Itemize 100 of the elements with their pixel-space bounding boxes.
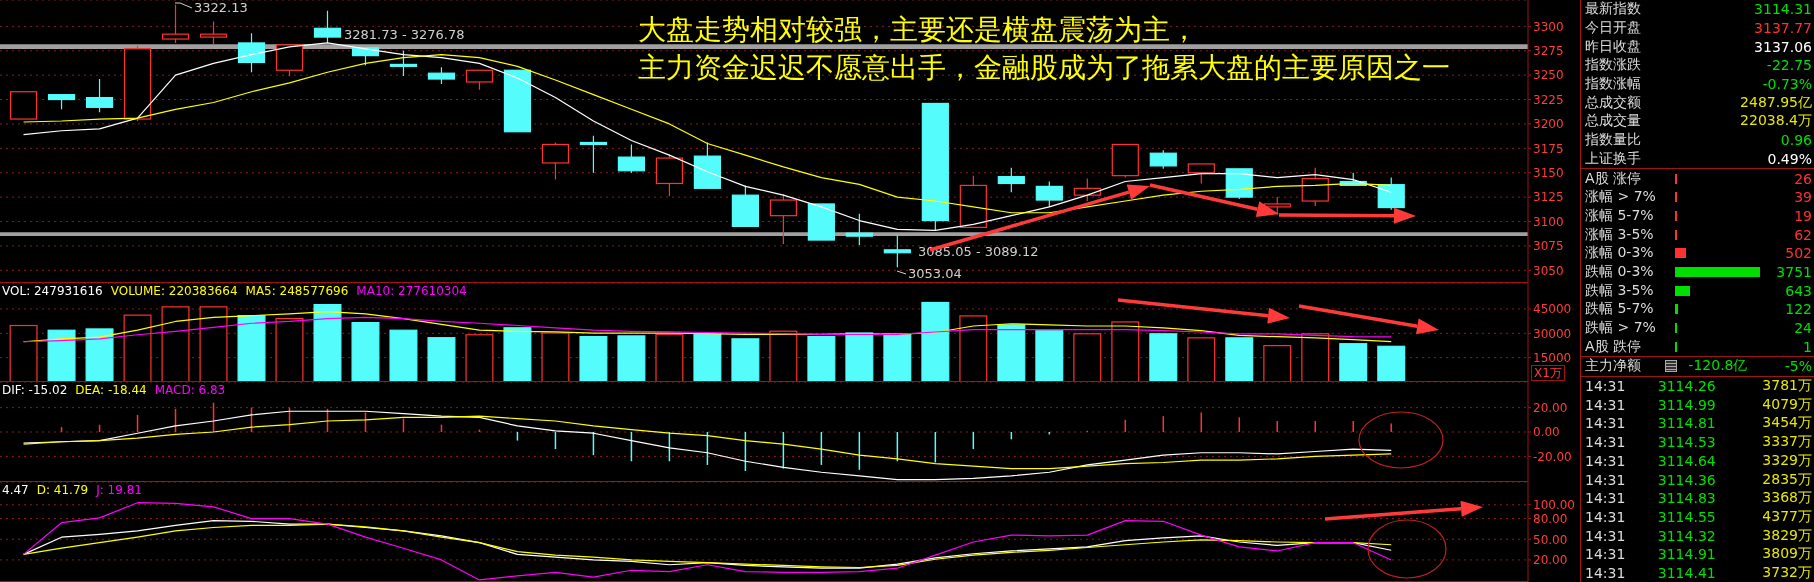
data-label: 3114.55: [1656, 508, 1717, 525]
data-label: 3732万: [1761, 563, 1812, 582]
category-label: 14:31: [1585, 546, 1627, 563]
category-label: 最新指数: [1585, 0, 1642, 19]
bar: [1111, 321, 1140, 382]
data-label: 0.96: [1779, 132, 1812, 149]
bar: [465, 334, 494, 382]
chart-title: VOL: 247931616: [2, 284, 103, 298]
candlestick: [237, 32, 266, 73]
y-tick-label: A股 涨停: [1585, 169, 1643, 188]
y-tick-label: 3250: [1533, 68, 1564, 83]
candlestick: [85, 78, 114, 113]
data-label: 3751: [1775, 263, 1812, 280]
data-label: 643: [1784, 282, 1812, 299]
line-series: [22, 316, 1392, 343]
data-label: 3114.53: [1656, 434, 1717, 451]
annotation: 大盘走势相对较强，主要还是横盘震荡为主，: [638, 13, 1198, 46]
y-tick-label: 跌幅 0-3%: [1585, 262, 1655, 281]
text: DIF: -15.02: [2, 383, 68, 397]
data-label: 122: [1784, 301, 1812, 318]
candlestick: [1111, 143, 1139, 179]
category-label: 14:31: [1585, 452, 1627, 469]
bar: [769, 330, 798, 382]
bar: [959, 315, 988, 382]
data-label: 3114.91: [1656, 546, 1717, 563]
y-tick-label: 3175: [1533, 141, 1564, 156]
chart-subtitle: MACD: 6.83: [154, 383, 226, 397]
data-label: -22.75: [1765, 57, 1812, 74]
bar: [693, 333, 722, 382]
y-tick-label: 涨幅 0-3%: [1585, 244, 1655, 263]
bar: [1035, 330, 1064, 382]
bar: [161, 306, 190, 382]
category-label: 总成交额: [1585, 93, 1642, 112]
candlestick: [769, 193, 797, 245]
bar: [1263, 345, 1292, 382]
bar: [1187, 337, 1216, 382]
data-label: 39: [1793, 189, 1812, 206]
data-label: 3454万: [1761, 414, 1812, 433]
data-label: 62: [1793, 226, 1812, 243]
data-label: -0.73%: [1761, 76, 1812, 93]
category-label: 14:31: [1585, 527, 1627, 544]
data-label: 3781万: [1761, 377, 1812, 396]
bar: [541, 332, 570, 382]
y-tick-label: 30000: [1533, 326, 1572, 341]
bar: [1339, 343, 1368, 382]
data-label: 4079万: [1761, 395, 1812, 414]
data-label: 3368万: [1761, 489, 1812, 508]
bar: [1675, 248, 1687, 259]
y-tick-label: 0.00: [1533, 425, 1560, 440]
y-tick-label: 50.00: [1533, 532, 1568, 547]
data-label: 24: [1793, 320, 1812, 337]
bar: [579, 335, 608, 382]
bar: [389, 329, 418, 382]
data-label: 3114.81: [1656, 415, 1717, 432]
data-label: 3114.36: [1656, 471, 1717, 488]
annotation: 主力资金迟迟不愿意出手，金融股成为了拖累大盘的主要原因之一: [638, 51, 1450, 84]
bar: [503, 327, 532, 382]
data-label: 3114.31: [1753, 1, 1812, 18]
y-tick-label: 跌幅 > 7%: [1585, 319, 1657, 338]
bar: [617, 335, 646, 382]
category-label: 指数涨跌: [1585, 56, 1642, 75]
y-tick-label: 3200: [1533, 117, 1564, 132]
y-axis-title: X1万: [1531, 365, 1565, 381]
line-series: [22, 410, 1392, 481]
y-tick-label: 3225: [1533, 92, 1564, 107]
category-label: 14:31: [1585, 508, 1627, 525]
category-label: 昨日收盘: [1585, 37, 1642, 56]
data-label: -5%: [1783, 358, 1812, 375]
bar: [1149, 333, 1178, 382]
bar: [313, 303, 342, 382]
y-tick-label: 涨幅 > 7%: [1585, 188, 1657, 207]
y-tick-label: 3050: [1533, 263, 1564, 278]
category-label: 14:31: [1585, 415, 1627, 432]
y-tick-label: 跌幅 3-5%: [1585, 281, 1655, 300]
bar: [883, 333, 912, 382]
bar: [123, 314, 152, 382]
y-tick-label: 3300: [1533, 19, 1564, 34]
text: D: 41.79: [36, 483, 89, 497]
bar: [427, 337, 456, 382]
data-label: 3114.41: [1656, 564, 1717, 581]
data-label: 0.49%: [1766, 150, 1812, 167]
category-label: 上证换手: [1585, 149, 1642, 168]
candlestick: [579, 135, 608, 174]
y-tick-label: 3125: [1533, 190, 1564, 205]
bar: [1377, 345, 1406, 382]
data-label: 2487.95亿: [1739, 93, 1812, 112]
y-tick-label: 涨幅 5-7%: [1585, 206, 1655, 225]
y-tick-label: 100.00: [1533, 498, 1575, 513]
data-label: 3809万: [1761, 545, 1812, 564]
y-tick-label: 3075: [1533, 239, 1564, 254]
series-label: J: 19.81: [96, 483, 142, 497]
y-tick-label: 15000: [1533, 350, 1572, 365]
category-label: 14:31: [1585, 471, 1627, 488]
data-label: 1: [1802, 338, 1812, 355]
bar: [85, 328, 114, 382]
bar: [997, 324, 1026, 382]
bar: [807, 335, 836, 382]
y-tick-label: 3275: [1533, 44, 1564, 58]
text: DEA: -18.44: [75, 383, 147, 397]
category-label: 指数涨幅: [1585, 75, 1642, 94]
